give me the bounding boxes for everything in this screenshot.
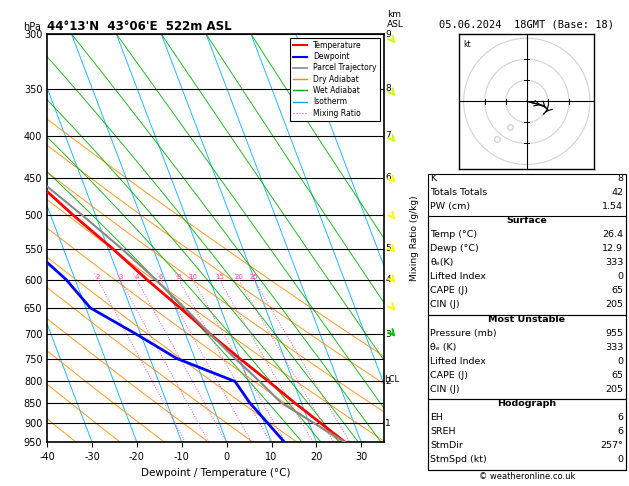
Text: © weatheronline.co.uk: © weatheronline.co.uk [479, 472, 575, 481]
Text: 15: 15 [214, 274, 224, 279]
Text: kt: kt [464, 40, 471, 50]
Text: 333: 333 [605, 258, 623, 267]
Text: θₑ(K): θₑ(K) [430, 258, 454, 267]
Text: 5: 5 [386, 244, 391, 253]
Text: CIN (J): CIN (J) [430, 385, 460, 394]
Text: Hodograph: Hodograph [498, 399, 557, 408]
Text: 12.9: 12.9 [603, 244, 623, 253]
Text: 20: 20 [234, 274, 243, 279]
Text: Pressure (mb): Pressure (mb) [430, 329, 497, 338]
Text: SREH: SREH [430, 427, 456, 436]
Text: EH: EH [430, 413, 443, 422]
Text: Temp (°C): Temp (°C) [430, 230, 477, 239]
Text: CIN (J): CIN (J) [430, 300, 460, 310]
Text: km
ASL: km ASL [387, 10, 404, 29]
Text: 9: 9 [386, 30, 391, 38]
Text: Mixing Ratio (g/kg): Mixing Ratio (g/kg) [409, 195, 418, 281]
X-axis label: Dewpoint / Temperature (°C): Dewpoint / Temperature (°C) [141, 468, 290, 478]
Text: 3: 3 [118, 274, 123, 279]
Text: θₑ (K): θₑ (K) [430, 343, 457, 352]
Text: Totals Totals: Totals Totals [430, 188, 487, 197]
Text: 0: 0 [617, 455, 623, 465]
Text: 10: 10 [188, 274, 198, 279]
Text: 8: 8 [176, 274, 181, 279]
Text: 1.54: 1.54 [603, 202, 623, 211]
Text: 0: 0 [617, 357, 623, 366]
Text: 2: 2 [386, 377, 391, 386]
Text: 6: 6 [386, 173, 391, 182]
Text: 05.06.2024  18GMT (Base: 18): 05.06.2024 18GMT (Base: 18) [439, 19, 615, 29]
Text: 6: 6 [617, 413, 623, 422]
Text: 44°13'N  43°06'E  522m ASL: 44°13'N 43°06'E 522m ASL [47, 20, 232, 33]
Text: 1: 1 [386, 418, 391, 428]
Text: 333: 333 [605, 343, 623, 352]
Text: 205: 205 [605, 385, 623, 394]
Text: CAPE (J): CAPE (J) [430, 371, 468, 380]
Text: 7: 7 [386, 131, 391, 140]
Text: 257°: 257° [601, 441, 623, 451]
Text: StmDir: StmDir [430, 441, 463, 451]
Text: 42: 42 [611, 188, 623, 197]
Text: 6: 6 [617, 427, 623, 436]
Text: Surface: Surface [506, 216, 547, 225]
Legend: Temperature, Dewpoint, Parcel Trajectory, Dry Adiabat, Wet Adiabat, Isotherm, Mi: Temperature, Dewpoint, Parcel Trajectory… [291, 38, 380, 121]
Text: 26.4: 26.4 [603, 230, 623, 239]
Text: Lifted Index: Lifted Index [430, 272, 486, 281]
Text: 955: 955 [605, 329, 623, 338]
Text: LCL: LCL [384, 375, 399, 383]
Text: 25: 25 [250, 274, 259, 279]
Text: 8: 8 [386, 84, 391, 93]
Text: PW (cm): PW (cm) [430, 202, 470, 211]
Text: 6: 6 [159, 274, 163, 279]
Text: Lifted Index: Lifted Index [430, 357, 486, 366]
Text: K: K [430, 174, 437, 183]
Text: Most Unstable: Most Unstable [488, 314, 565, 324]
Text: 0: 0 [617, 272, 623, 281]
Text: CAPE (J): CAPE (J) [430, 286, 468, 295]
Text: 4: 4 [386, 275, 391, 284]
Text: StmSpd (kt): StmSpd (kt) [430, 455, 487, 465]
Text: hPa: hPa [24, 22, 42, 32]
Text: 2: 2 [96, 274, 100, 279]
Text: 65: 65 [611, 371, 623, 380]
Text: Dewp (°C): Dewp (°C) [430, 244, 479, 253]
Text: 8: 8 [617, 174, 623, 183]
Text: 205: 205 [605, 300, 623, 310]
Text: 4: 4 [135, 274, 139, 279]
Text: 3: 3 [386, 330, 391, 339]
Text: 65: 65 [611, 286, 623, 295]
